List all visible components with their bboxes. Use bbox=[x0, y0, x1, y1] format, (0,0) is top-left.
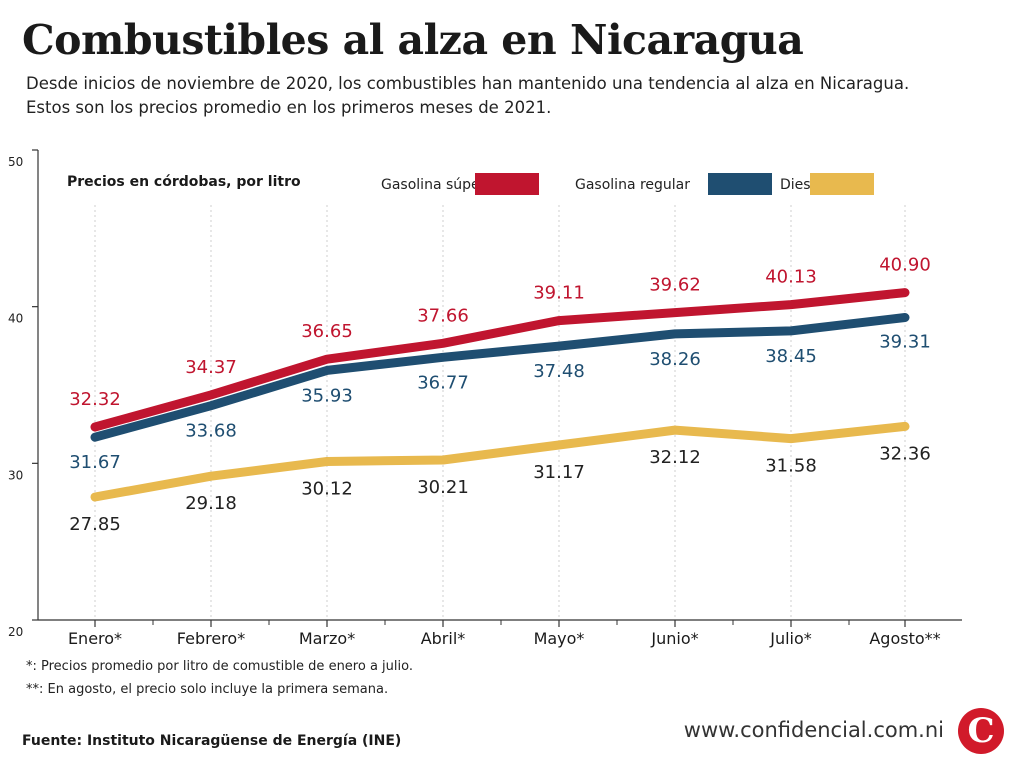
x-tick-label: Agosto** bbox=[869, 629, 940, 648]
data-label: 29.18 bbox=[185, 493, 237, 514]
data-label: 37.66 bbox=[417, 305, 469, 326]
data-label: 40.13 bbox=[765, 267, 817, 288]
data-label: 33.68 bbox=[185, 421, 237, 442]
data-label: 39.11 bbox=[533, 283, 585, 304]
chart-subtitle: Desde inicios de noviembre de 2020, los … bbox=[26, 72, 1006, 120]
data-label: 32.32 bbox=[69, 389, 121, 410]
subtitle-line-2: Estos son los precios promedio en los pr… bbox=[26, 98, 552, 117]
data-label: 37.48 bbox=[533, 361, 585, 382]
data-label: 32.12 bbox=[649, 447, 701, 468]
data-label: 32.36 bbox=[879, 443, 931, 464]
data-label: 40.90 bbox=[879, 255, 931, 276]
series-line bbox=[90, 288, 910, 432]
x-tick-label: Abril* bbox=[421, 629, 466, 648]
x-tick-label: Mayo* bbox=[534, 629, 585, 648]
data-label: 31.67 bbox=[69, 452, 121, 473]
source-credit: Fuente: Instituto Nicaragüense de Energí… bbox=[22, 733, 402, 749]
legend-swatch bbox=[475, 173, 539, 195]
data-label: 27.85 bbox=[69, 514, 121, 535]
x-tick-label: Julio* bbox=[769, 629, 812, 648]
data-label: 39.62 bbox=[649, 275, 701, 296]
chart-inner-title: Precios en córdobas, por litro bbox=[67, 174, 301, 190]
data-label: 31.58 bbox=[765, 456, 817, 477]
footnote-2: **: En agosto, el precio solo incluye la… bbox=[26, 682, 389, 697]
chart-title: Combustibles al alza en Nicaragua bbox=[22, 16, 804, 64]
data-label: 34.37 bbox=[185, 357, 237, 378]
legend-label: Gasolina súper bbox=[381, 177, 486, 193]
data-label: 35.93 bbox=[301, 385, 353, 406]
data-label: 39.31 bbox=[879, 331, 931, 352]
y-tick-label: 50 bbox=[8, 155, 23, 169]
data-label: 31.17 bbox=[533, 462, 585, 483]
y-tick-label: 30 bbox=[8, 468, 23, 482]
x-tick-label: Enero* bbox=[68, 629, 122, 648]
data-label: 38.45 bbox=[765, 346, 817, 367]
x-tick-label: Junio* bbox=[650, 629, 698, 648]
y-tick-label: 20 bbox=[8, 625, 23, 639]
website-link[interactable]: www.confidencial.com.ni bbox=[683, 718, 944, 742]
x-tick-label: Febrero* bbox=[177, 629, 245, 648]
footnote-1: *: Precios promedio por litro de comusti… bbox=[26, 659, 413, 674]
subtitle-line-1: Desde inicios de noviembre de 2020, los … bbox=[26, 74, 910, 93]
data-label: 38.26 bbox=[649, 349, 701, 370]
data-label: 30.12 bbox=[301, 478, 353, 499]
series-line bbox=[90, 313, 910, 442]
legend-swatch bbox=[708, 173, 772, 195]
data-label: 36.65 bbox=[301, 321, 353, 342]
data-label: 36.77 bbox=[417, 372, 469, 393]
series-line bbox=[90, 421, 910, 502]
legend-swatch bbox=[810, 173, 874, 195]
x-tick-label: Marzo* bbox=[299, 629, 355, 648]
data-label: 30.21 bbox=[417, 477, 469, 498]
legend-label: Gasolina regular bbox=[575, 177, 690, 193]
confidencial-logo: C bbox=[958, 708, 1004, 754]
y-tick-label: 40 bbox=[8, 312, 23, 326]
